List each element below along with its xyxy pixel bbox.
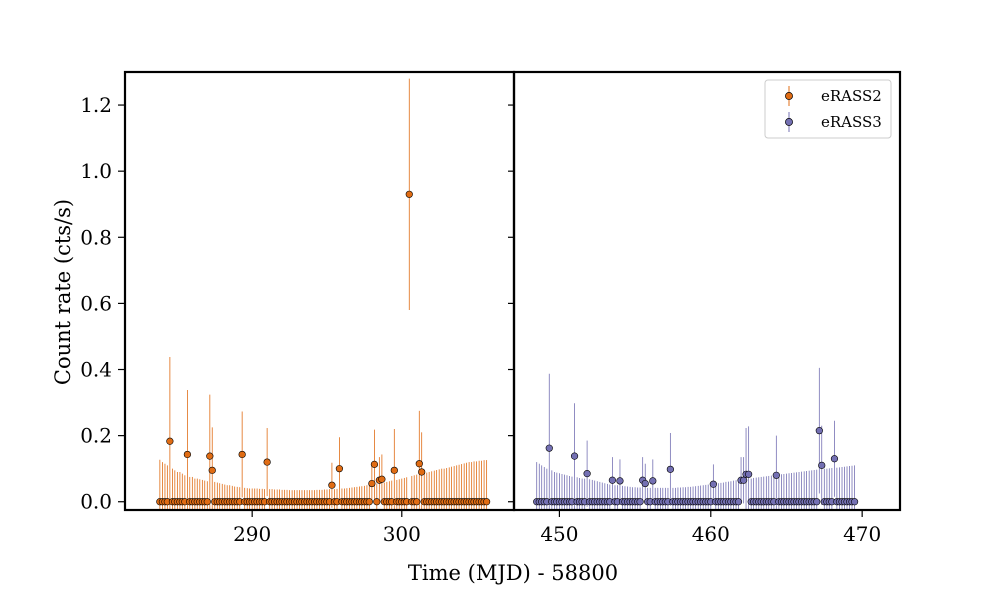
- y-tick-label-0: 0.0: [80, 490, 112, 514]
- erass3-point-53: [666, 465, 674, 473]
- y-tick-label-6: 1.2: [80, 93, 112, 117]
- erass2-point-11: [183, 450, 191, 459]
- x-tick-label-p1-1: 460: [692, 522, 730, 546]
- erass2-point-105: [418, 468, 426, 476]
- x-tick-label-p0-1: 300: [383, 522, 421, 546]
- erass3-panel: [533, 367, 859, 510]
- erass3-point-43: [641, 479, 649, 488]
- ticks-layer: 0.0 0.2 0.4 0.6 0.8 1.0 1.2 290 300 450 460 470: [80, 93, 881, 546]
- legend-label-erass3: eRASS3: [821, 113, 882, 131]
- erass2-point-103: [413, 498, 421, 506]
- erass2-point-72: [335, 465, 344, 473]
- erass3-point-113: [818, 461, 826, 469]
- erass2-point-21: [208, 466, 216, 474]
- x-tick-label-p0-0: 290: [233, 522, 271, 546]
- erass3-point-5: [545, 444, 553, 452]
- erass2-point-20: [206, 452, 214, 460]
- erass2-point-84: [365, 498, 373, 506]
- erass3-point-20: [583, 470, 591, 478]
- legend-marker-erass3: [785, 118, 793, 126]
- legend-label-erass2: eRASS2: [821, 87, 882, 105]
- erass3-point-41: [636, 498, 644, 506]
- erass3-point-33: [616, 477, 624, 485]
- erass2-point-85: [368, 479, 376, 488]
- erass3-point-82: [740, 476, 748, 484]
- erass3-point-15: [570, 452, 579, 460]
- erass2-point-43: [263, 458, 271, 466]
- erass3-point-46: [649, 477, 657, 485]
- legend: eRASS2 eRASS3: [764, 79, 892, 139]
- erass3-point-111: [813, 498, 821, 506]
- erass3-point-30: [608, 476, 616, 484]
- axes-frames: [123, 70, 902, 512]
- erass2-point-104: [415, 460, 423, 468]
- erass3-point-70: [709, 480, 717, 488]
- erass2-point-19: [203, 498, 211, 506]
- erass2-panel: [156, 78, 491, 510]
- y-tick-label-2: 0.4: [80, 358, 112, 382]
- erass2-point-87: [373, 498, 381, 506]
- y-tick-label-3: 0.6: [80, 291, 112, 315]
- axes-frame-0: [123, 70, 516, 512]
- legend-box: [764, 79, 892, 139]
- erass3-point-126: [850, 498, 859, 506]
- x-axis-title: Time (MJD) - 58800: [408, 561, 618, 585]
- erass2-point-89: [378, 475, 386, 483]
- erass2-point-94: [390, 466, 398, 474]
- y-tick-label-5: 1.0: [80, 159, 112, 183]
- erass2-point-100: [405, 190, 413, 198]
- erass2-point-4: [166, 437, 174, 445]
- erass3-point-118: [830, 455, 839, 463]
- erass2-point-69: [328, 481, 336, 489]
- erass2-point-33: [238, 450, 246, 459]
- x-tick-label-p1-2: 470: [843, 522, 881, 546]
- erass3-point-80: [734, 498, 743, 506]
- erass3-point-112: [815, 427, 823, 435]
- erass3-point-84: [745, 470, 753, 478]
- erass3-point-95: [772, 471, 780, 479]
- axes-frame-1: [512, 70, 902, 512]
- y-tick-label-1: 0.2: [80, 424, 112, 448]
- y-tick-label-4: 0.8: [80, 225, 112, 249]
- y-axis-title: Count rate (cts/s): [51, 199, 75, 385]
- erass2-point-86: [370, 460, 379, 468]
- erass2-point-131: [483, 498, 491, 506]
- x-tick-label-p1-0: 450: [540, 522, 578, 546]
- legend-marker-erass2: [785, 92, 793, 100]
